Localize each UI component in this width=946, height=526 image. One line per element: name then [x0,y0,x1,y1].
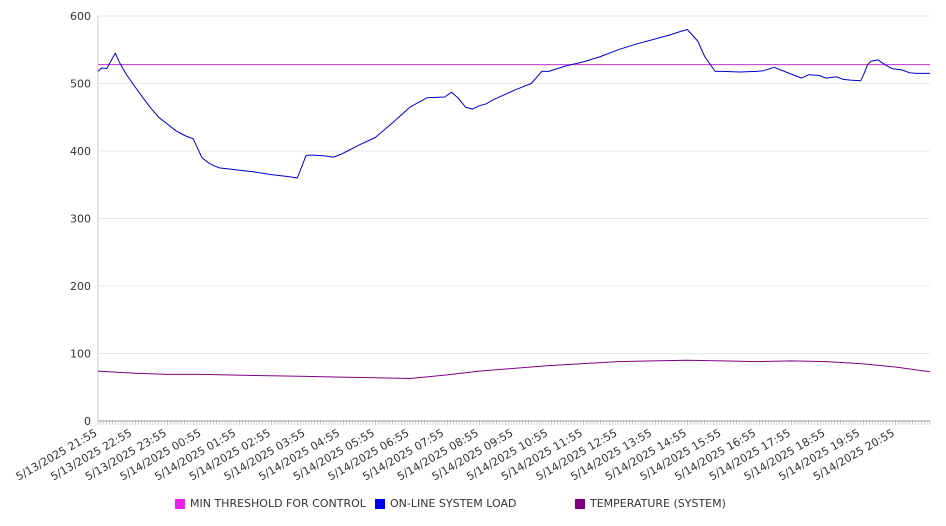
legend-item-threshold[interactable]: MIN THRESHOLD FOR CONTROL [175,497,366,510]
y-tick-label: 200 [70,280,91,293]
system-load-line [97,29,930,179]
legend-swatch-temperature [575,498,585,509]
temperature-line [97,359,931,379]
legend-item-system-load[interactable]: ON-LINE SYSTEM LOAD [375,497,516,510]
y-tick-label: 500 [70,78,91,91]
y-tick-label: 300 [70,213,91,226]
y-tick-label: 600 [70,10,91,23]
y-tick-label: 0 [84,415,91,428]
y-axis: 0 100 200 300 400 500 600 [70,10,99,428]
series-lines [97,29,931,379]
legend: MIN THRESHOLD FOR CONTROL ON-LINE SYSTEM… [0,497,946,515]
legend-label-temperature: TEMPERATURE (SYSTEM) [590,497,726,510]
legend-label-threshold: MIN THRESHOLD FOR CONTROL [190,497,366,510]
legend-swatch-system-load [375,498,385,509]
grid-lines [98,15,930,422]
y-tick-label: 100 [70,348,91,361]
legend-label-system-load: ON-LINE SYSTEM LOAD [390,497,517,510]
y-tick-label: 400 [70,145,91,158]
legend-item-temperature[interactable]: TEMPERATURE (SYSTEM) [575,497,726,510]
legend-swatch-threshold [175,498,185,509]
x-axis: 5/13/2025 21:555/13/2025 22:555/13/2025 … [14,420,931,483]
